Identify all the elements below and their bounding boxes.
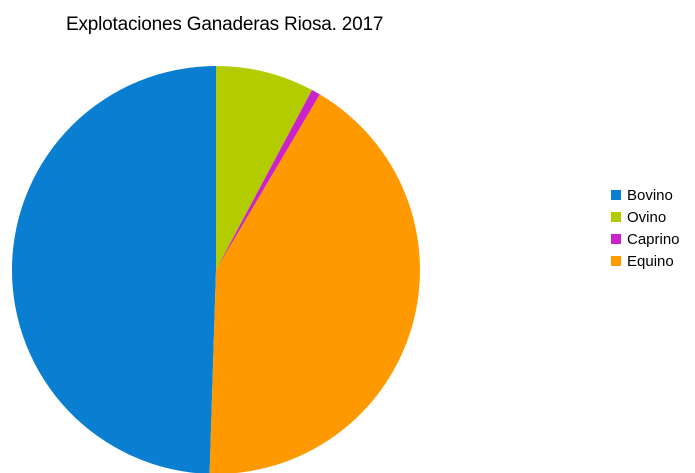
chart-title: Explotaciones Ganaderas Riosa. 2017	[66, 14, 384, 35]
legend: Bovino Ovino Caprino Equino	[611, 184, 680, 272]
pie-slice-bovino	[12, 66, 216, 473]
legend-swatch-caprino	[611, 234, 621, 244]
legend-item-ovino: Ovino	[611, 206, 680, 228]
pie-slice-ovino	[216, 66, 313, 270]
legend-swatch-equino	[611, 256, 621, 266]
legend-swatch-ovino	[611, 212, 621, 222]
legend-label-ovino: Ovino	[627, 208, 667, 226]
pie-slice-equino	[209, 94, 420, 473]
legend-item-caprino: Caprino	[611, 228, 680, 250]
legend-item-equino: Equino	[611, 250, 680, 272]
legend-label-bovino: Bovino	[627, 186, 673, 204]
legend-label-equino: Equino	[627, 252, 674, 270]
pie-slice-caprino	[216, 90, 320, 270]
legend-swatch-bovino	[611, 190, 621, 200]
legend-item-bovino: Bovino	[611, 184, 680, 206]
legend-label-caprino: Caprino	[627, 230, 680, 248]
